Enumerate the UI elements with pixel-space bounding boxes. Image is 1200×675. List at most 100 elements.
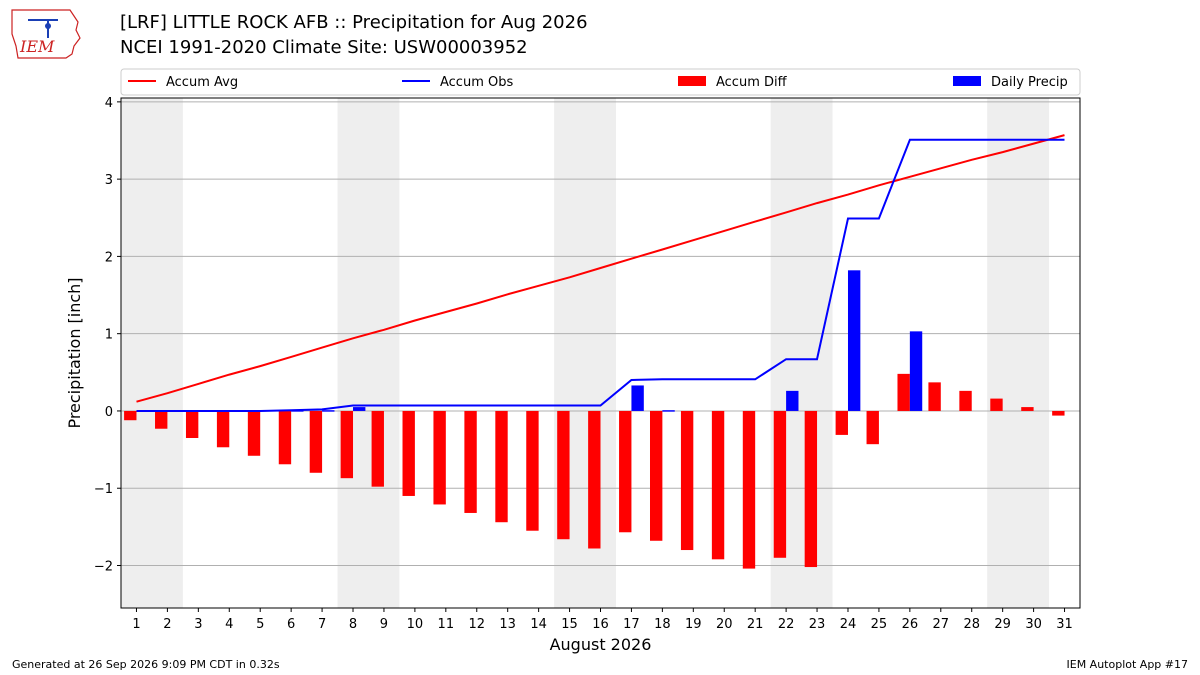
x-tick-label: 15: [561, 617, 578, 632]
x-tick-label: 27: [933, 617, 950, 632]
x-tick-label: 31: [1056, 617, 1073, 632]
x-axis-ticks: 1 2 3 4 5 6 7 8 9 10 11 12 13 14 15 16 17 18 19 20 21 22 23 24 2…: [132, 608, 1073, 632]
x-tick-label: 28: [963, 617, 980, 632]
accum-diff-bar: [897, 373, 910, 411]
iem-logo: IEM: [11, 9, 81, 59]
weekend-band: [121, 98, 183, 608]
accum-diff-bar: [866, 410, 879, 445]
x-tick-label: 12: [468, 617, 485, 632]
daily-precip-bar: [353, 407, 366, 411]
x-tick-label: 10: [407, 617, 424, 632]
accum-diff-bar: [216, 410, 230, 448]
accum-diff-bar: [835, 410, 848, 435]
accum-diff-bar: [495, 410, 508, 523]
weekend-shading: [121, 98, 1050, 608]
x-tick-label: 13: [499, 617, 516, 632]
chart-subtitle: NCEI 1991-2020 Climate Site: USW00003952: [120, 37, 528, 58]
daily-precip-bar: [322, 410, 335, 412]
legend-swatch-accum-diff: [678, 76, 706, 86]
x-tick-label: 14: [530, 617, 547, 632]
x-tick-label: 25: [871, 617, 888, 632]
accum-diff-bar: [464, 410, 477, 513]
accum-diff-bar: [557, 410, 570, 540]
lines: [136, 134, 1065, 412]
x-tick-label: 16: [592, 617, 609, 632]
y-tick-label: −2: [94, 560, 113, 575]
x-tick-label: 8: [349, 617, 357, 632]
accum-diff-bar: [340, 410, 354, 479]
accum-diff-bar: [680, 410, 694, 551]
generated-timestamp: Generated at 26 Sep 2026 9:09 PM CDT in …: [12, 658, 280, 671]
accum-diff-bar: [185, 410, 199, 438]
accum-diff-bar: [711, 410, 725, 560]
accum-diff-bar: [649, 410, 663, 541]
accum-diff-bar: [1021, 407, 1034, 411]
app-identifier: IEM Autoplot App #17: [1066, 658, 1189, 671]
accum-diff-bar: [1052, 410, 1065, 416]
logo-text: IEM: [19, 37, 55, 56]
y-axis-ticks: −2 −1 0 1 2 3 4: [94, 96, 121, 575]
y-tick-label: 0: [105, 405, 113, 420]
x-tick-label: 24: [840, 617, 857, 632]
accum-diff-bar: [402, 410, 415, 496]
y-tick-label: 2: [105, 250, 113, 265]
chart-title: [LRF] LITTLE ROCK AFB :: Precipitation f…: [120, 12, 588, 33]
legend: Accum Avg Accum Obs Accum Diff Daily Precip: [120, 68, 1081, 96]
accum-obs-line: [136, 138, 1065, 412]
bars: [124, 270, 1065, 569]
x-tick-label: 17: [623, 617, 640, 632]
accum-diff-bar: [433, 410, 446, 505]
x-tick-label: 23: [809, 617, 826, 632]
x-tick-label: 1: [132, 617, 140, 632]
x-tick-label: 2: [163, 617, 171, 632]
legend-label-accum-avg: Accum Avg: [166, 75, 238, 90]
daily-precip-bar: [786, 390, 799, 411]
accum-diff-bar: [619, 410, 632, 533]
y-tick-label: −1: [94, 482, 113, 497]
x-tick-label: 4: [225, 617, 233, 632]
accum-diff-bar: [371, 410, 384, 487]
x-tick-label: 26: [902, 617, 919, 632]
x-tick-label: 20: [716, 617, 733, 632]
y-axis-label: Precipitation [inch]: [65, 277, 84, 428]
x-tick-label: 7: [318, 617, 326, 632]
x-tick-label: 9: [380, 617, 388, 632]
x-tick-label: 11: [438, 617, 455, 632]
legend-label-accum-obs: Accum Obs: [440, 75, 513, 90]
accum-diff-bar: [247, 410, 261, 456]
accum-diff-bar: [309, 410, 323, 473]
x-tick-label: 22: [778, 617, 795, 632]
x-tick-label: 3: [194, 617, 202, 632]
daily-precip-bar: [909, 331, 923, 411]
accum-diff-bar: [155, 410, 168, 429]
x-tick-label: 29: [994, 617, 1011, 632]
accum-diff-bar: [990, 398, 1003, 411]
legend-swatch-daily-precip: [953, 76, 981, 86]
y-tick-label: 4: [105, 96, 113, 111]
accum-diff-bar: [959, 390, 972, 411]
daily-precip-bar: [847, 270, 861, 411]
accum-diff-bar: [742, 410, 756, 569]
daily-precip-bar: [631, 385, 644, 411]
accum-diff-bar: [588, 410, 601, 549]
x-axis-label: August 2026: [550, 635, 652, 654]
weekend-band: [987, 98, 1050, 608]
x-tick-label: 21: [747, 617, 764, 632]
legend-label-daily-precip: Daily Precip: [991, 75, 1068, 90]
x-tick-label: 5: [256, 617, 264, 632]
accum-diff-bar: [928, 382, 941, 411]
x-tick-label: 6: [287, 617, 295, 632]
daily-precip-bar: [662, 410, 675, 412]
accum-diff-bar: [804, 410, 818, 568]
accum-avg-line: [136, 134, 1065, 403]
legend-label-accum-diff: Accum Diff: [716, 75, 788, 90]
accum-diff-bar: [124, 410, 137, 421]
x-tick-label: 30: [1025, 617, 1042, 632]
accum-diff-bar: [278, 410, 292, 465]
iowa-state-outline: [11, 9, 81, 59]
x-tick-label: 19: [685, 617, 702, 632]
weekend-band: [337, 98, 400, 608]
y-tick-label: 3: [105, 173, 113, 188]
legend-box: [120, 68, 1081, 96]
